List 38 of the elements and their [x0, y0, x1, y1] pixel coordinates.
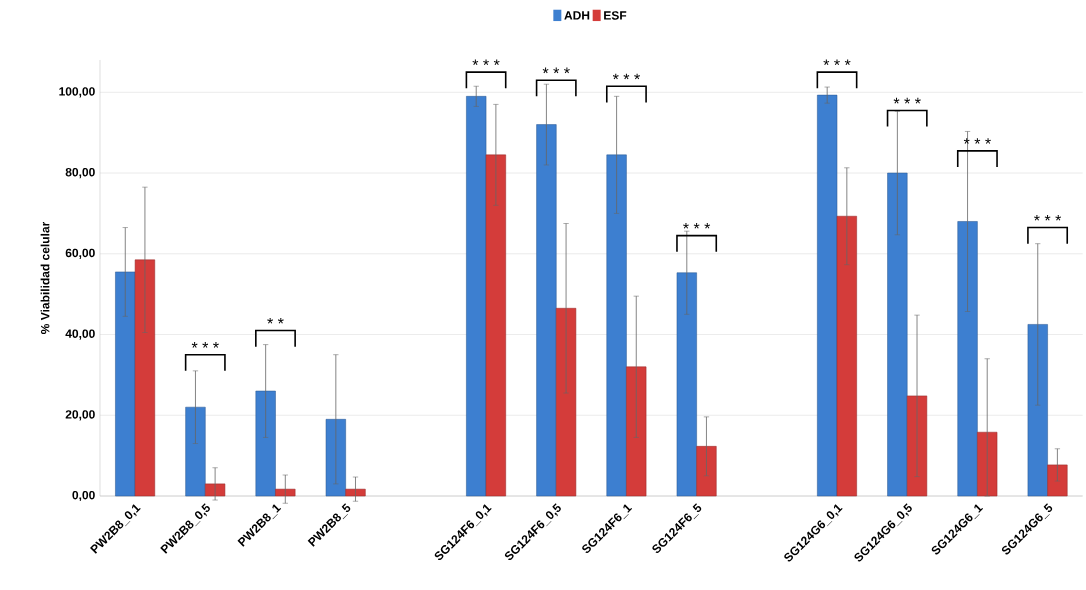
annotation: * * * — [683, 223, 711, 229]
bar — [185, 406, 206, 497]
annotation: * * * — [893, 97, 921, 104]
y-tick-label: 80,00 — [65, 167, 95, 179]
bar — [1047, 464, 1068, 497]
bar — [676, 272, 697, 497]
bar — [536, 124, 557, 497]
bar — [466, 96, 487, 497]
annotation: * * — [267, 317, 284, 324]
legend-label: ADH — [564, 11, 590, 20]
bar — [205, 483, 226, 497]
bar — [555, 308, 577, 497]
annotation: * * * — [472, 59, 500, 66]
bar — [485, 154, 506, 497]
bar — [275, 488, 296, 497]
y-tick-label: 0,00 — [72, 490, 95, 502]
bar — [1027, 324, 1048, 497]
y-tick-label: 60,00 — [65, 248, 95, 259]
bar — [836, 215, 857, 497]
bar — [134, 259, 156, 497]
y-tick-label: 40,00 — [65, 329, 95, 340]
y-tick-label: 100,00 — [59, 87, 95, 98]
annotation: * * * — [191, 342, 219, 348]
bar — [115, 271, 136, 497]
annotation: * * * — [963, 138, 991, 144]
bar — [345, 488, 366, 497]
bar — [606, 154, 627, 497]
bar — [887, 172, 908, 497]
legend-label: ESF — [604, 11, 627, 20]
bar — [817, 94, 838, 497]
annotation: * * * — [823, 59, 851, 66]
annotation: * * * — [612, 73, 640, 80]
y-axis-title: % Viabilidad celular — [40, 221, 50, 334]
y-tick-label: 20,00 — [65, 410, 95, 421]
annotation: * * * — [542, 67, 570, 74]
bar — [957, 221, 978, 497]
annotation: * * * — [1034, 214, 1062, 221]
bar — [255, 390, 276, 497]
